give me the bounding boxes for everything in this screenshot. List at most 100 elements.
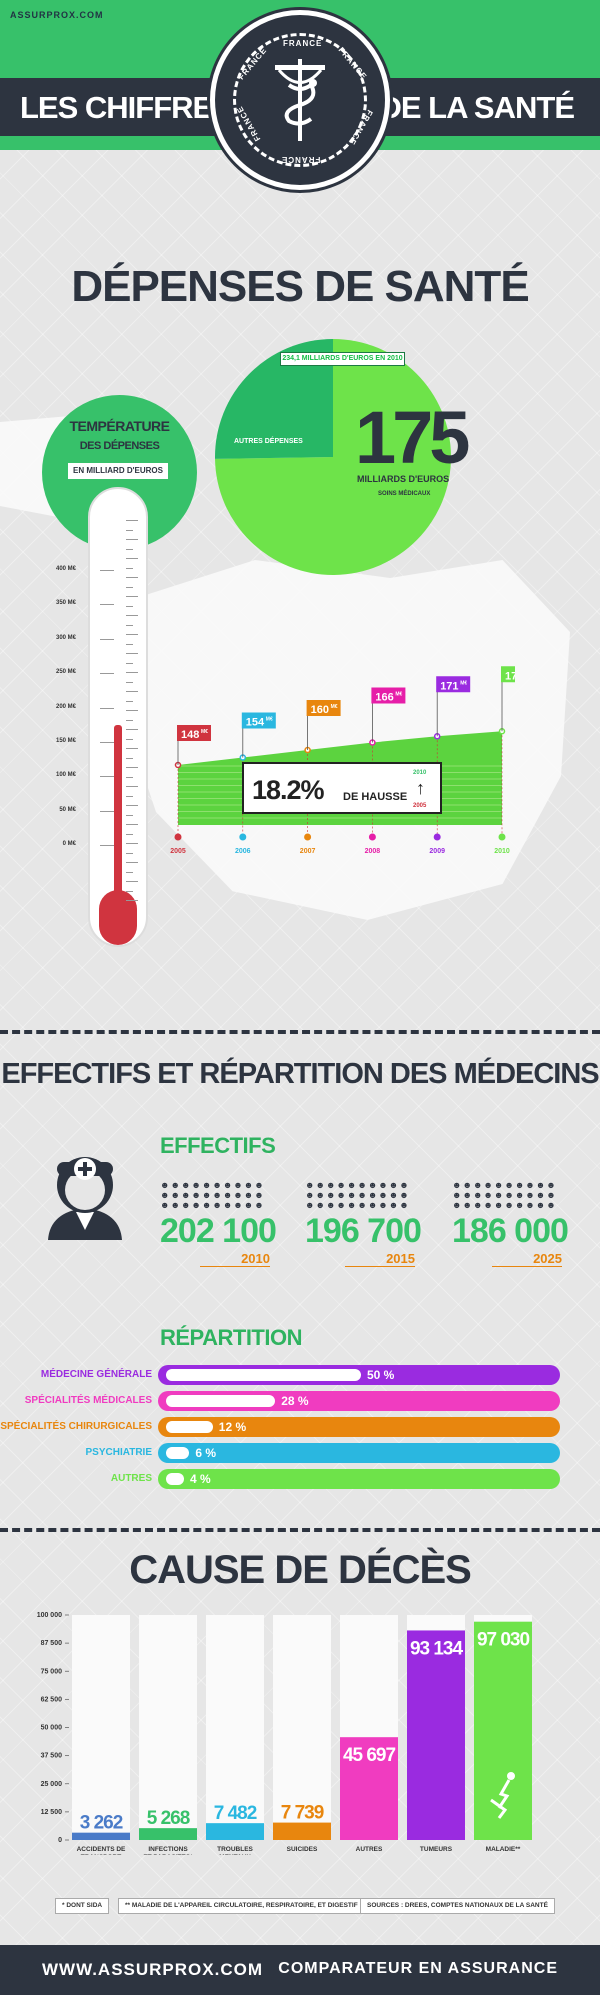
bar-value-label: 5 268 xyxy=(147,1808,190,1829)
flag-unit: M€ xyxy=(460,680,467,686)
increase-year-to: 2010 xyxy=(413,770,427,776)
year-marker xyxy=(239,833,247,841)
title-left: LES CHIFFRES xyxy=(20,90,233,125)
scale-label: 400 M€ xyxy=(55,566,76,572)
bar-track xyxy=(139,1615,197,1840)
year-label: 2005 xyxy=(170,848,186,855)
scale-label: 350 M€ xyxy=(55,600,76,607)
increase-year-from: 2005 xyxy=(413,803,427,809)
scale-tick xyxy=(126,691,138,692)
title-right: DE LA SANTÉ xyxy=(379,90,575,125)
year-marker xyxy=(174,833,182,841)
scale-tick xyxy=(100,673,114,675)
year-label: 2007 xyxy=(300,848,316,855)
y-tick-label: 0 xyxy=(58,1837,62,1844)
bar-value-label: 93 134 xyxy=(410,1638,464,1659)
category-label: ET PARASITES* xyxy=(143,1854,193,1855)
scale-label: 50 M€ xyxy=(59,806,76,813)
footer-tagline: COMPARATEUR EN ASSURANCE xyxy=(278,1960,558,1977)
bar-track xyxy=(273,1615,331,1840)
y-tick-label: 100 000 xyxy=(37,1612,62,1619)
flag-unit: M€ xyxy=(266,717,273,723)
footnote: SOURCES : DREES, COMPTES NATIONAUX DE LA… xyxy=(360,1898,555,1914)
scale-tick xyxy=(126,615,138,616)
scale-label: 200 M€ xyxy=(55,703,76,710)
category-label: ACCIDENTS DE xyxy=(77,1846,126,1853)
flag-bg xyxy=(436,676,471,693)
y-tick-label: 25 000 xyxy=(41,1781,63,1788)
flag-value: 175 xyxy=(505,670,515,682)
pie-sub: SOINS MÉDICAUX xyxy=(378,491,431,497)
scale-tick xyxy=(126,700,133,702)
scale-tick xyxy=(126,795,133,797)
footer-site-link[interactable]: WWW.ASSURPROX.COM xyxy=(42,1960,263,1979)
seal-ring xyxy=(233,33,367,167)
scale-tick xyxy=(126,586,133,588)
repartition-label: SPÉCIALITÉS CHIRURGICALES xyxy=(0,1421,152,1432)
year-label: 2009 xyxy=(429,848,445,855)
effectifs-title: EFFECTIFS xyxy=(160,1133,276,1158)
bar-value-label: 45 697 xyxy=(343,1745,396,1766)
site-tag[interactable]: ASSURPROX.COM xyxy=(10,10,104,20)
scale-tick xyxy=(126,824,138,825)
thermometer-subtitle: DES DÉPENSES xyxy=(79,440,160,452)
depenses-title: DÉPENSES DE SANTÉ xyxy=(71,262,529,311)
repartition-pct: 4 % xyxy=(190,1472,211,1486)
scale-tick xyxy=(126,843,138,844)
doctor-icon xyxy=(48,1157,122,1240)
y-tick-label: 37 500 xyxy=(41,1753,63,1760)
scale-tick xyxy=(100,776,114,778)
people-icons: ☻☻☻☻☻☻☻☻☻☻ ☻☻☻☻☻☻☻☻☻☻ ☻☻☻☻☻☻☻☻☻☻ xyxy=(305,1180,410,1210)
repartition-fill xyxy=(166,1395,276,1407)
y-tick-label: 62 500 xyxy=(41,1696,63,1703)
repartition-bar: 50 % xyxy=(158,1365,560,1385)
increase-value: 18.2% xyxy=(252,775,325,805)
flag-bg xyxy=(177,725,211,741)
scale-label: 0 M€ xyxy=(62,841,76,847)
repartition-pct: 28 % xyxy=(281,1394,309,1408)
fainting-person-icon xyxy=(507,1772,515,1780)
scale-label: 250 M€ xyxy=(55,669,76,676)
deces-bar-chart: 0 12 500 25 000 37 500 50 000 62 500 75 000 87 … xyxy=(37,1612,532,1855)
section-divider xyxy=(0,1528,600,1532)
scale-tick xyxy=(126,596,138,597)
caduceus-seal: FRANCE FRANCE FRANCE FRANCE FRANCE FRANC… xyxy=(210,10,390,190)
year-label: 2008 xyxy=(365,848,381,855)
fainting-person-icon xyxy=(490,1779,511,1819)
scale-tick xyxy=(100,810,114,812)
flag-bg xyxy=(241,712,276,729)
thermometer-bulb xyxy=(99,890,137,945)
effectif-year: 2010 xyxy=(200,1251,270,1267)
year-marker xyxy=(368,833,376,841)
scale-tick xyxy=(126,729,138,730)
repartition-bar: 28 % xyxy=(158,1391,560,1411)
repartition-fill xyxy=(166,1447,190,1459)
bar-value-label: 97 030 xyxy=(477,1630,530,1651)
seal-word: FRANCE xyxy=(283,39,323,48)
bar-track xyxy=(72,1615,130,1840)
scale-tick xyxy=(126,548,133,550)
category-label: MALADIE** xyxy=(486,1846,521,1853)
scale-tick xyxy=(126,539,138,540)
repartition-fill xyxy=(166,1473,184,1485)
pie-slice xyxy=(215,339,451,575)
year-label: 2010 xyxy=(494,848,510,855)
category-label: TRANSPORT xyxy=(81,1854,121,1855)
bar-track xyxy=(206,1615,264,1840)
thermometer-mercury xyxy=(114,724,122,900)
flag-unit: M€ xyxy=(395,692,402,698)
scale-tick xyxy=(126,862,138,863)
repartition-row: AUTRES 4 % xyxy=(0,1469,600,1491)
repartition-row: MÉDECINE GÉNÉRALE 50 % xyxy=(0,1365,600,1387)
scale-tick xyxy=(126,805,138,806)
scale-tick xyxy=(126,577,138,578)
pie-banner: 234,1 MILLIARDS D'EUROS EN 2010 xyxy=(280,352,405,366)
repartition-label: MÉDECINE GÉNÉRALE xyxy=(40,1369,152,1380)
people-icons: ☻☻☻☻☻☻☻☻☻☻ ☻☻☻☻☻☻☻☻☻☻ ☻☻☻☻☻☻☻☻☻☻ xyxy=(160,1180,265,1210)
medecins-title: EFFECTIFS ET RÉPARTITION DES MÉDECINS xyxy=(1,1058,599,1090)
y-tick-label: 12 500 xyxy=(41,1809,63,1816)
year-marker xyxy=(498,833,506,841)
scale-tick xyxy=(126,890,133,892)
scale-tick xyxy=(100,638,114,640)
bar-value-label: 3 262 xyxy=(80,1813,123,1834)
